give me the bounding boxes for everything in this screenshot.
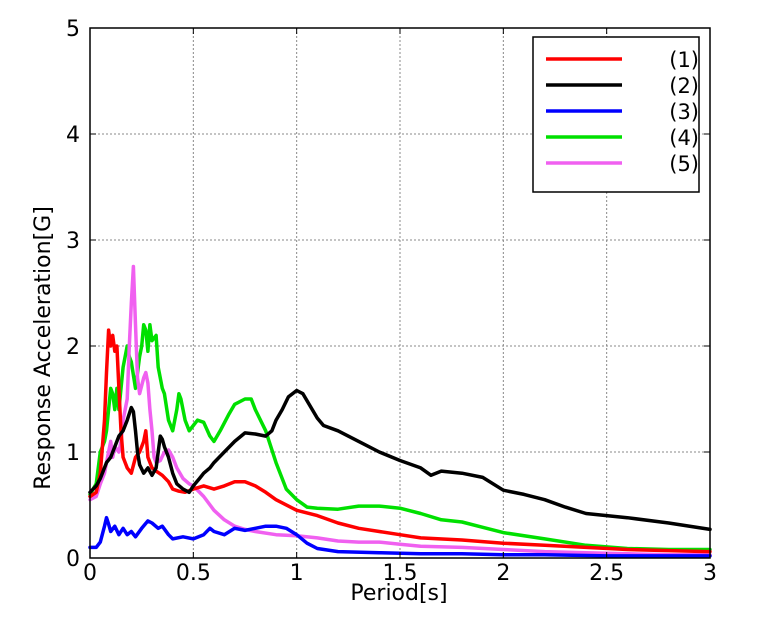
x-tick-label: 0 bbox=[83, 561, 97, 586]
legend-box bbox=[532, 36, 700, 193]
tick-labels: 0 0.5 1 1.5 2 2.5 3 0 1 2 3 4 5 bbox=[66, 17, 717, 586]
y-tick-label: 2 bbox=[66, 335, 80, 360]
series-line-4 bbox=[88, 323, 712, 552]
y-tick-label: 0 bbox=[66, 547, 80, 572]
y-tick-label: 1 bbox=[66, 441, 80, 466]
y-axis-label: Response Acceleration[G] bbox=[31, 206, 56, 490]
series-line-2 bbox=[88, 388, 712, 532]
x-axis-label: Period[s] bbox=[350, 581, 447, 606]
x-tick-label: 0.5 bbox=[176, 561, 211, 586]
series-line-1 bbox=[88, 328, 712, 554]
x-tick-label: 2.5 bbox=[589, 561, 624, 586]
series-line-3 bbox=[88, 515, 712, 558]
legend-label: (5) bbox=[669, 152, 699, 176]
series-lines bbox=[88, 264, 712, 558]
y-tick-label: 5 bbox=[66, 17, 80, 42]
x-tick-label: 3 bbox=[703, 561, 717, 586]
legend-label: (4) bbox=[669, 126, 699, 150]
legend: (1)(2)(3)(4)(5) bbox=[532, 36, 700, 193]
legend-label: (3) bbox=[669, 100, 699, 124]
legend-label: (2) bbox=[669, 74, 699, 98]
x-tick-label: 1 bbox=[290, 561, 304, 586]
y-tick-label: 3 bbox=[66, 229, 80, 254]
x-tick-label: 1.5 bbox=[383, 561, 418, 586]
legend-label: (1) bbox=[669, 48, 699, 72]
y-tick-label: 4 bbox=[66, 123, 80, 148]
x-tick-label: 2 bbox=[496, 561, 510, 586]
